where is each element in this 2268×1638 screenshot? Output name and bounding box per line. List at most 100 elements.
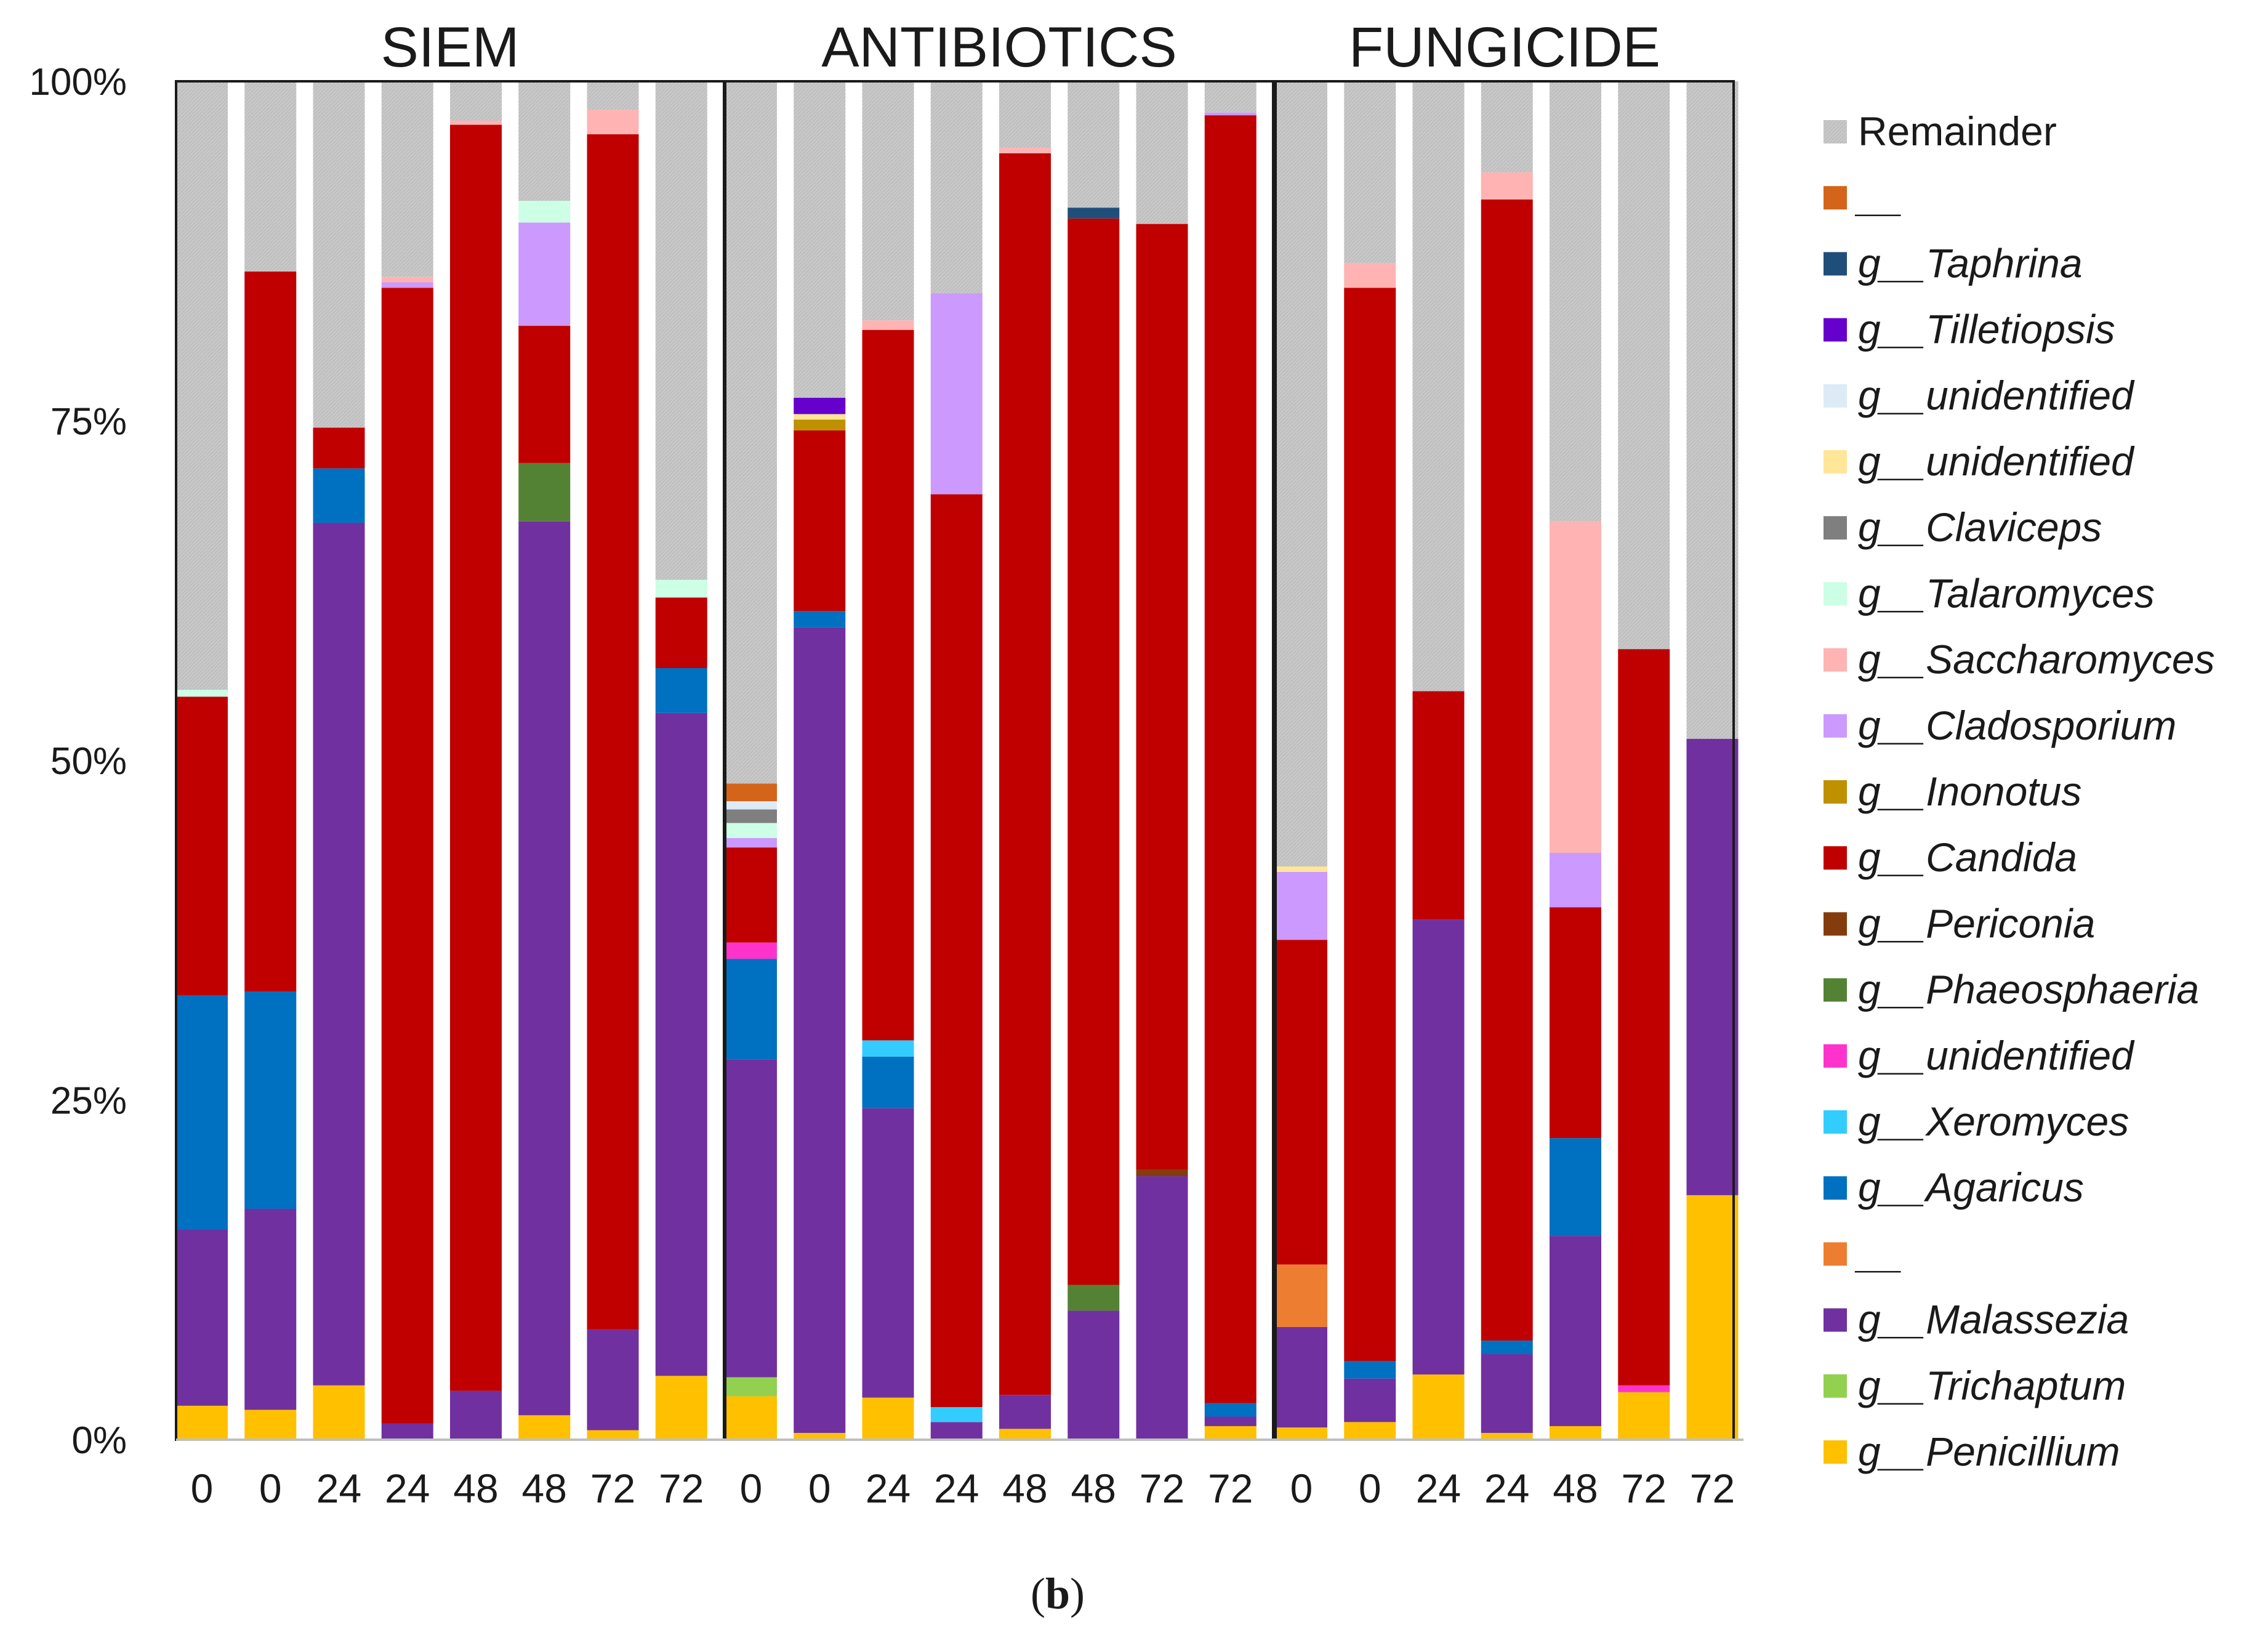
bar-segment-candida bbox=[655, 597, 707, 668]
bar-segment-candida bbox=[862, 329, 914, 1041]
bar-segment-penicillium bbox=[1618, 1392, 1670, 1440]
x-tick-label: 0 bbox=[740, 1466, 763, 1511]
bar-segment-cladosporium bbox=[930, 293, 983, 494]
legend-prefix: g__ bbox=[1858, 769, 1926, 814]
legend-prefix: g__ bbox=[1858, 1164, 1926, 1210]
legend-item: g__Malassezia bbox=[1824, 1297, 2129, 1342]
legend-genus: Cladosporium bbox=[1926, 703, 2176, 748]
legend-label: g__unidentified bbox=[1858, 373, 2135, 418]
bar-segment-remainder bbox=[1618, 81, 1670, 650]
legend-swatch bbox=[1824, 1110, 1847, 1134]
bar-segment-malassezia bbox=[244, 1208, 297, 1410]
bar-segment-remainder bbox=[794, 81, 846, 398]
bar-segment-unidentified1 bbox=[1618, 1385, 1670, 1392]
legend-item: g__unidentified bbox=[1824, 1033, 2135, 1078]
x-tick-label: 72 bbox=[1690, 1466, 1735, 1511]
bar-segment-taphrina bbox=[1068, 208, 1120, 219]
bar-segment-remainder bbox=[1550, 81, 1601, 522]
bar-segment-candida bbox=[1276, 940, 1327, 1265]
bar-segment-unidentified2 bbox=[1276, 866, 1327, 872]
legend-item: __ bbox=[1824, 174, 1903, 220]
legend-label: g__Agaricus bbox=[1858, 1164, 2084, 1210]
legend-swatch bbox=[1824, 318, 1847, 342]
bar-segment-remainder bbox=[999, 81, 1051, 148]
bar-stack bbox=[587, 81, 639, 1440]
bar-stack bbox=[930, 81, 983, 1440]
bar-segment-remainder bbox=[1344, 81, 1396, 264]
bar-segment-penicillium bbox=[1344, 1422, 1396, 1440]
bar-segment-malassezia bbox=[1204, 1416, 1257, 1426]
legend-genus: Taphrina bbox=[1926, 240, 2082, 286]
legend-swatch bbox=[1824, 714, 1847, 738]
bar-segment-remainder bbox=[587, 81, 639, 110]
bar-stack bbox=[1068, 81, 1120, 1440]
legend-prefix: g__ bbox=[1858, 1297, 1926, 1342]
x-tick-label: 72 bbox=[1208, 1466, 1253, 1511]
bar-stack bbox=[862, 81, 914, 1440]
legend-item: g__Talaromyces bbox=[1824, 570, 2155, 616]
bar-segment-saccharomyces bbox=[1481, 172, 1533, 200]
bar-segment-penicillium bbox=[999, 1429, 1051, 1440]
bar-segment-remainder bbox=[1136, 81, 1188, 224]
legend-swatch bbox=[1824, 912, 1847, 936]
legend-item: g__Penicillium bbox=[1824, 1429, 2120, 1474]
bar-segment-candida bbox=[1068, 218, 1120, 1285]
bar-segment-agaricus bbox=[862, 1056, 914, 1108]
legend-label: g__Xeromyces bbox=[1858, 1099, 2129, 1144]
x-tick-label: 72 bbox=[590, 1466, 635, 1511]
bar-segment-saccharomyces bbox=[862, 320, 914, 330]
bar-stack bbox=[1204, 81, 1257, 1440]
bar-segment-agaricus bbox=[1481, 1340, 1533, 1355]
legend-swatch bbox=[1824, 846, 1847, 870]
legend-genus: Xeromyces bbox=[1924, 1099, 2129, 1144]
bar-segment-claviceps bbox=[725, 809, 777, 823]
bar-segment-malassezia bbox=[1344, 1378, 1396, 1422]
x-tick-label: 0 bbox=[1359, 1466, 1381, 1511]
x-tick-label: 48 bbox=[522, 1466, 567, 1511]
x-tick-label: 24 bbox=[934, 1466, 979, 1511]
legend-swatch bbox=[1824, 1374, 1847, 1398]
bar-segment-penicillium bbox=[862, 1397, 914, 1440]
y-tick-label: 50% bbox=[50, 740, 127, 783]
bar-segment-remainder bbox=[1412, 81, 1465, 692]
legend-genus: Claviceps bbox=[1926, 504, 2102, 550]
caption-open-paren: ( bbox=[1031, 1569, 1045, 1618]
legend-label: g__Cladosporium bbox=[1858, 703, 2176, 748]
bar-segment-cladosporium bbox=[1276, 871, 1327, 940]
legend-prefix: g__ bbox=[1858, 967, 1926, 1012]
legend-swatch bbox=[1824, 186, 1847, 210]
bar-segment-malassezia bbox=[999, 1395, 1051, 1429]
legend-prefix: g__ bbox=[1858, 307, 1926, 352]
bar-segment-remainder bbox=[655, 81, 707, 580]
bar-segment-candida bbox=[1412, 691, 1465, 920]
bar-segment-candida bbox=[1550, 907, 1601, 1139]
legend-genus: Periconia bbox=[1926, 900, 2095, 946]
bar-segment-penicillium bbox=[725, 1396, 777, 1440]
panel-title: SIEM bbox=[381, 16, 520, 79]
bar-segment-agaricus bbox=[313, 468, 365, 523]
legend-genus: Inonotus bbox=[1926, 769, 2081, 814]
bar-stack bbox=[1276, 81, 1327, 1440]
bar-segment-remainder bbox=[1686, 81, 1739, 739]
legend-item: g__Saccharomyces bbox=[1824, 637, 2215, 682]
bar-stack bbox=[1550, 81, 1601, 1440]
bar-segment-cladosporium bbox=[1550, 853, 1601, 908]
legend-item: g__Trichaptum bbox=[1824, 1363, 2126, 1408]
bar-segment-penicillium bbox=[587, 1430, 639, 1440]
bar-segment-talaromyces bbox=[176, 690, 228, 697]
panel-siem: SIEM 0 0 24 24 48 48 72 72 bbox=[175, 16, 725, 1511]
x-tick-label: 48 bbox=[1553, 1466, 1598, 1511]
legend-label: __ bbox=[1854, 1230, 1903, 1276]
bar-stack bbox=[381, 81, 433, 1440]
legend-swatch bbox=[1824, 1242, 1847, 1266]
bar-segment-blank1 bbox=[725, 783, 777, 802]
bar-stack bbox=[655, 81, 707, 1440]
bar-stack bbox=[244, 81, 297, 1440]
legend-prefix: g__ bbox=[1858, 1099, 1926, 1144]
bar-segment-remainder bbox=[1204, 81, 1257, 113]
legend-genus: __ bbox=[1854, 174, 1903, 220]
x-tick-label: 48 bbox=[1071, 1466, 1116, 1511]
bar-segment-penicillium bbox=[313, 1385, 365, 1440]
bar-segment-remainder bbox=[244, 81, 297, 272]
y-tick-label: 0% bbox=[71, 1419, 127, 1462]
